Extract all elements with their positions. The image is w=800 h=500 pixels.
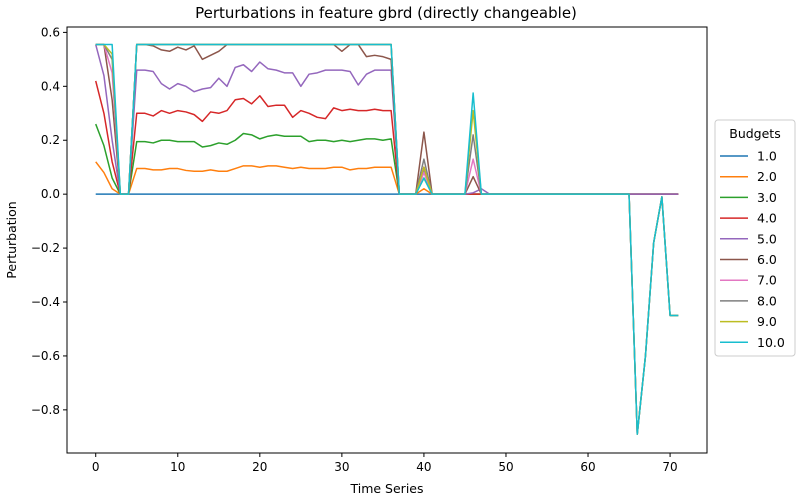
series-layer [94,43,679,435]
y-tick-label: 0.0 [41,187,60,201]
legend-label: 1.0 [757,149,777,164]
x-axis-label: Time Series [349,481,423,496]
legend-item-1.0: 1.0 [720,149,777,164]
legend-item-10.0: 10.0 [720,335,785,350]
y-tick-label: 0.6 [41,25,60,39]
plot-frame [66,26,708,454]
y-axis: −0.8 −0.6 −0.4 −0.2 0.0 0.2 0.4 0.6 [31,25,67,417]
y-tick-label: 0.4 [41,79,60,93]
x-tick-label: 20 [252,460,267,474]
legend-item-2.0: 2.0 [720,169,777,184]
legend-item-8.0: 8.0 [720,293,777,308]
x-tick-label: 50 [498,460,513,474]
series-line-10.0 [95,43,679,435]
x-axis: 0 10 20 30 40 50 60 70 [92,453,678,474]
x-tick-label: 0 [92,460,100,474]
y-tick-label: −0.8 [31,403,60,417]
x-tick-label: 70 [662,460,677,474]
legend-items: 1.0 2.0 3.0 4.0 5.0 6.0 7.0 8.0 9.0 10.0 [720,149,785,350]
legend: Budgets 1.0 2.0 3.0 4.0 5.0 6.0 7.0 8.0 9.0 10.0 [714,119,796,357]
y-tick-label: −0.6 [31,349,60,363]
legend-label: 8.0 [757,293,777,308]
legend-frame [714,119,796,357]
y-axis-label: Perturbation [4,201,19,278]
x-tick-label: 60 [580,460,595,474]
legend-item-3.0: 3.0 [720,190,777,205]
legend-label: 3.0 [757,190,777,205]
legend-label: 9.0 [757,314,777,329]
legend-label: 5.0 [757,231,777,246]
legend-label: 2.0 [757,169,777,184]
y-tick-label: −0.2 [31,241,60,255]
legend-label: 4.0 [757,211,777,226]
legend-label: 6.0 [757,252,777,267]
x-tick-label: 30 [334,460,349,474]
x-tick-label: 40 [416,460,431,474]
legend-item-4.0: 4.0 [720,211,777,226]
legend-item-6.0: 6.0 [720,252,777,267]
chart-title: Perturbations in feature gbrd (directly … [195,4,577,22]
legend-title: Budgets [729,126,780,141]
y-tick-label: −0.4 [31,295,60,309]
x-tick-label: 10 [170,460,185,474]
legend-item-5.0: 5.0 [720,231,777,246]
legend-item-9.0: 9.0 [720,314,777,329]
y-tick-label: 0.2 [41,133,60,147]
legend-label: 7.0 [757,273,777,288]
plot-area [66,26,708,454]
legend-item-7.0: 7.0 [720,273,777,288]
legend-label: 10.0 [757,335,785,350]
